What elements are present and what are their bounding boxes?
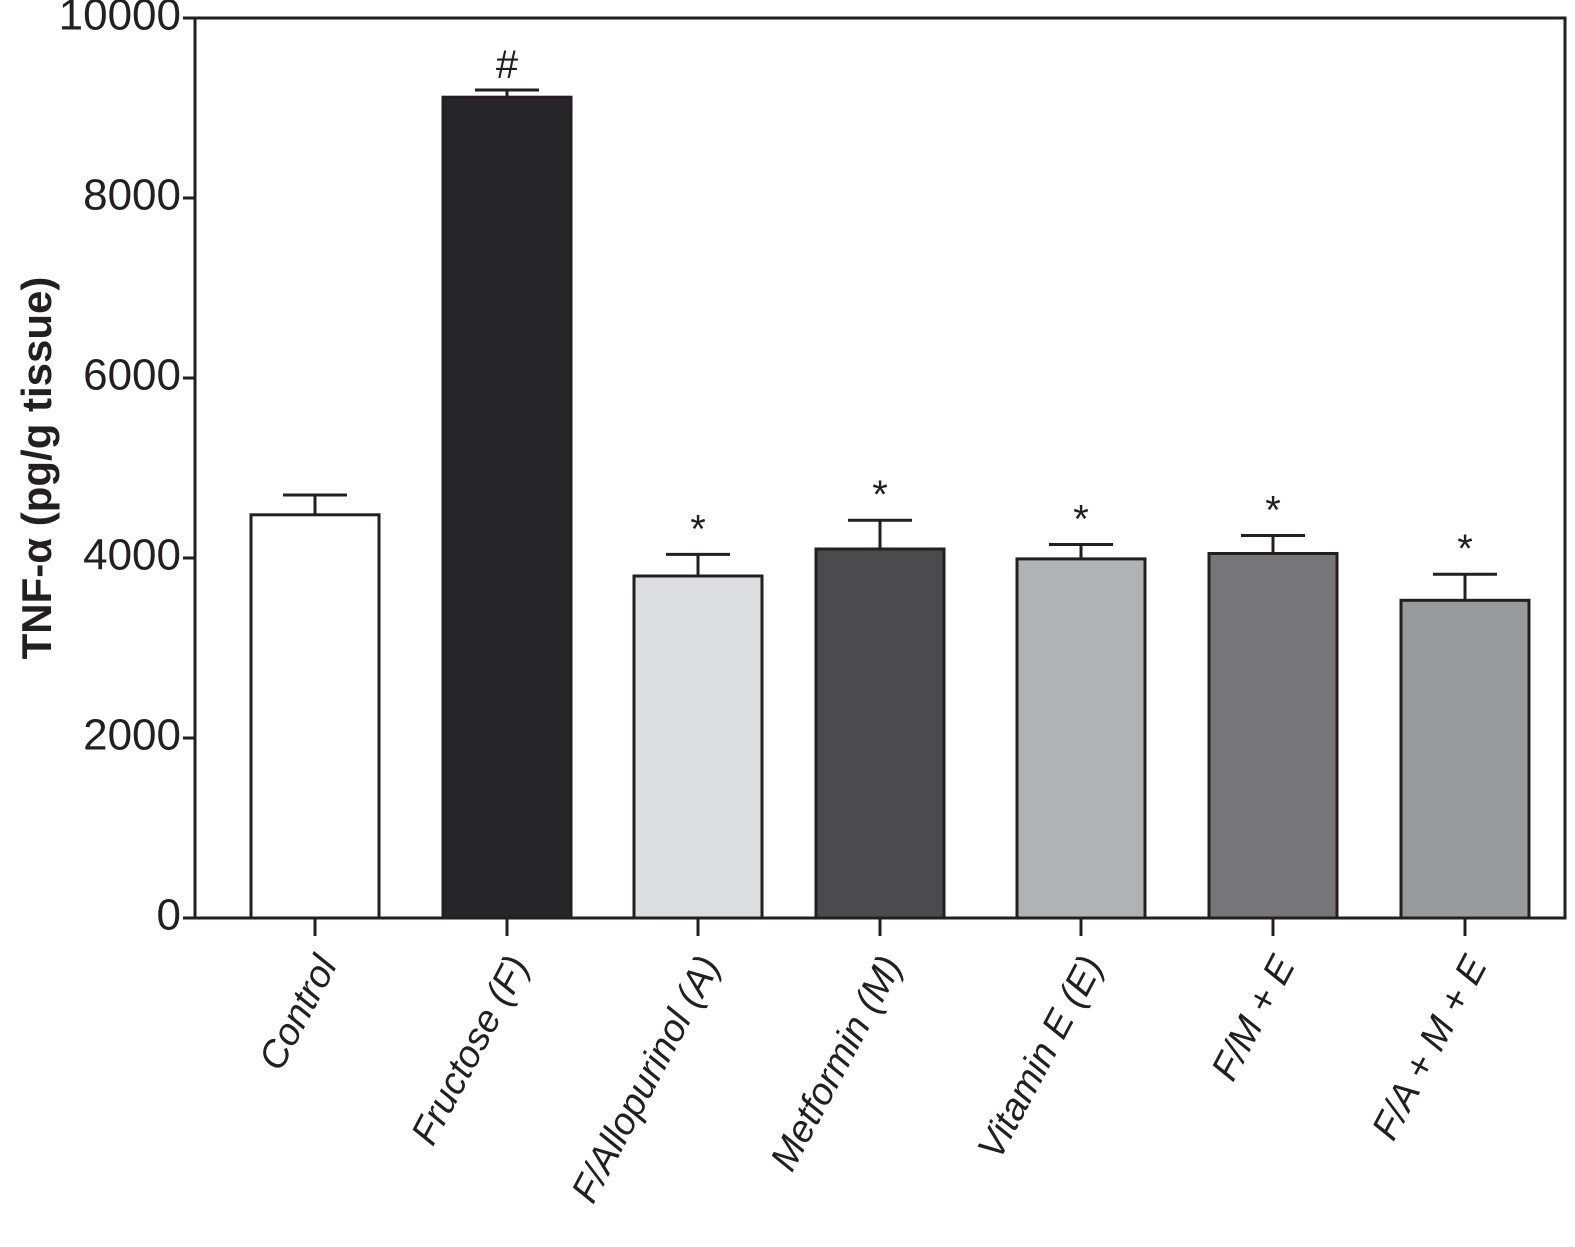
bar: [814, 547, 946, 920]
bar: [1399, 598, 1531, 920]
bar: [1207, 552, 1339, 920]
y-tick-label: 10000: [59, 0, 181, 40]
x-tick-label: Metformin (M): [763, 949, 911, 1177]
x-tick-label: F/A + M + E: [1364, 949, 1496, 1147]
x-tick-label: Control: [251, 948, 346, 1077]
y-tick-label: 6000: [83, 351, 181, 400]
annotation: *: [1457, 527, 1473, 571]
annotation: #: [496, 43, 519, 87]
bar: [441, 95, 573, 920]
annotation: *: [1073, 498, 1089, 542]
x-tick-label: Fructose (F): [404, 949, 538, 1151]
y-tick-label: 8000: [83, 171, 181, 220]
y-axis-label: TNF-α (pg/g tissue): [13, 277, 60, 660]
annotation: *: [690, 507, 706, 551]
x-tick-label: F/Allopurinol (A): [564, 949, 729, 1209]
y-tick-label: 0: [157, 891, 181, 940]
bar: [1015, 557, 1147, 920]
annotation: *: [872, 473, 888, 517]
bar: [632, 574, 764, 920]
x-tick-label: F/M + E: [1204, 949, 1304, 1088]
x-tick-label: Vitamin E (E): [970, 949, 1112, 1166]
annotation: *: [1265, 489, 1281, 533]
bar: [249, 513, 381, 920]
y-tick-label: 4000: [83, 531, 181, 580]
y-tick-label: 2000: [83, 711, 181, 760]
